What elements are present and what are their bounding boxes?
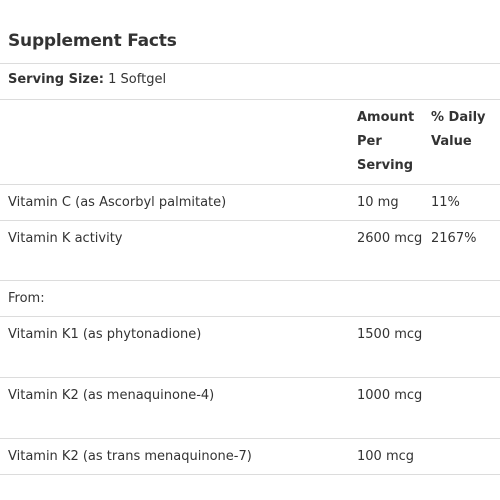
- nutrient-name: From:: [8, 291, 45, 306]
- amount-header-line: Per: [357, 134, 382, 149]
- amount-per-serving-header: Amount Per Serving: [357, 106, 414, 178]
- serving-size-label: Serving Size:: [8, 72, 105, 87]
- divider: [0, 377, 500, 378]
- nutrient-name: Vitamin K2 (as trans menaquinone-7): [8, 449, 252, 464]
- nutrient-dv: 11%: [431, 195, 460, 210]
- nutrient-amount: 1000 mcg: [357, 388, 423, 403]
- dv-header-line: % Daily: [431, 110, 486, 125]
- nutrient-amount: 10 mg: [357, 195, 399, 210]
- dv-header-line: Value: [431, 134, 472, 149]
- amount-header-line: Amount: [357, 110, 415, 125]
- divider: [0, 99, 500, 100]
- daily-value-header: % Daily Value: [431, 106, 486, 154]
- divider: [0, 316, 500, 317]
- serving-size-value: 1 Softgel: [108, 72, 167, 87]
- divider: [0, 438, 500, 439]
- amount-header-line: Serving: [357, 158, 414, 173]
- serving-size: Serving Size: 1 Softgel: [8, 68, 166, 92]
- nutrient-name: Vitamin C (as Ascorbyl palmitate): [8, 195, 227, 210]
- nutrient-amount: 1500 mcg: [357, 327, 423, 342]
- nutrient-name: Vitamin K activity: [8, 231, 123, 246]
- nutrient-dv: 2167%: [431, 231, 477, 246]
- nutrient-amount: 2600 mcg: [357, 231, 423, 246]
- divider: [0, 184, 500, 185]
- divider: [0, 220, 500, 221]
- nutrient-name: Vitamin K2 (as menaquinone-4): [8, 388, 215, 403]
- nutrient-amount: 100 mcg: [357, 449, 415, 464]
- divider: [0, 63, 500, 64]
- divider: [0, 280, 500, 281]
- divider: [0, 474, 500, 475]
- nutrient-name: Vitamin K1 (as phytonadione): [8, 327, 202, 342]
- panel-title: Supplement Facts: [8, 31, 177, 51]
